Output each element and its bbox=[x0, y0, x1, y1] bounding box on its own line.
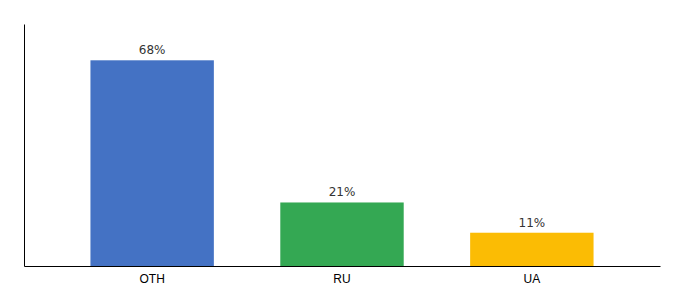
bar bbox=[280, 202, 403, 266]
y-axis bbox=[24, 25, 25, 267]
x-axis: OTH RU UA bbox=[25, 267, 661, 286]
chart: OTH RU UA 68% 21% 11% bbox=[0, 0, 680, 300]
data-label: 11% bbox=[519, 216, 546, 230]
x-tick: RU bbox=[333, 272, 350, 286]
x-axis-line bbox=[25, 266, 661, 267]
bar bbox=[90, 60, 213, 266]
x-tick-label: OTH bbox=[139, 272, 164, 286]
x-tick-label: RU bbox=[333, 272, 350, 286]
bars bbox=[90, 60, 593, 266]
x-tick: UA bbox=[524, 272, 541, 286]
x-tick: OTH bbox=[139, 272, 164, 286]
data-label: 68% bbox=[139, 43, 166, 57]
data-labels: 68% 21% 11% bbox=[139, 43, 545, 229]
data-label: 21% bbox=[329, 185, 356, 199]
y-axis-line bbox=[24, 25, 25, 267]
bar bbox=[470, 233, 593, 266]
x-tick-label: UA bbox=[524, 272, 541, 286]
plot: OTH RU UA 68% 21% 11% bbox=[25, 25, 661, 286]
